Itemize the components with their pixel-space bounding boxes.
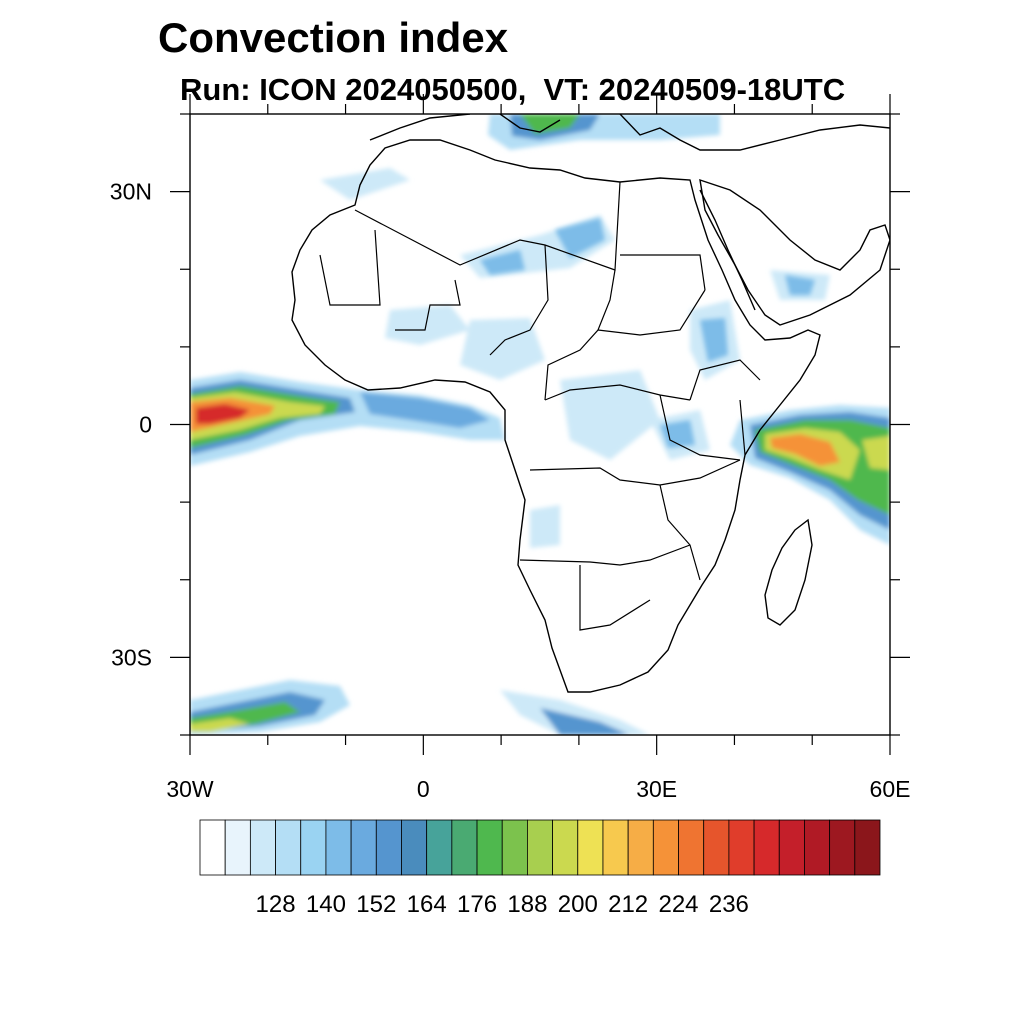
country-borders xyxy=(319,181,761,631)
colorbar-swatch xyxy=(426,819,453,876)
field-continental-core xyxy=(480,218,815,448)
colorbar-label: 176 xyxy=(457,891,497,918)
colorbar-swatch xyxy=(602,819,629,876)
africa-coastline xyxy=(291,139,821,693)
colorbar-label: 128 xyxy=(256,891,296,918)
colorbar-swatch xyxy=(552,819,579,876)
colorbar-swatch xyxy=(627,819,654,876)
lon-tick-label: 60E xyxy=(870,776,911,802)
field-west-atlantic xyxy=(190,372,505,466)
lon-tick-label: 30E xyxy=(636,776,677,802)
colorbar-swatch xyxy=(652,819,679,876)
colorbar-label: 212 xyxy=(608,891,648,918)
lon-tick-label: 0 xyxy=(417,776,430,802)
colorbar-swatch xyxy=(703,819,730,876)
colorbar-swatch xyxy=(300,819,327,876)
colorbar-swatch xyxy=(501,819,528,876)
coastlines xyxy=(291,114,890,693)
colorbar-swatch xyxy=(249,819,276,876)
colorbar: 128 140 152 164 176 188 200 212 224 236 xyxy=(199,819,881,918)
colorbar-label: 164 xyxy=(407,891,447,918)
colorbar-swatch xyxy=(728,819,755,876)
europe-coastline xyxy=(369,114,890,151)
field-indian-ocean xyxy=(730,405,890,545)
lat-tick-label: 0 xyxy=(139,412,152,438)
colorbar-swatch xyxy=(401,819,428,876)
lat-tick-label: 30S xyxy=(111,644,152,670)
colorbar-label: 152 xyxy=(356,891,396,918)
map-title: Convection index xyxy=(158,14,509,61)
lat-tick-label: 30N xyxy=(110,179,152,205)
colorbar-label: 224 xyxy=(658,891,698,918)
field-mediterranean xyxy=(488,114,720,150)
colorbar-swatch xyxy=(829,819,856,876)
colorbar-label: 200 xyxy=(558,891,598,918)
colorbar-swatch xyxy=(753,819,780,876)
colorbar-swatch xyxy=(577,819,604,876)
field-southern xyxy=(190,680,650,735)
colorbar-swatch xyxy=(678,819,705,876)
colorbar-swatch xyxy=(854,819,881,876)
madagascar-coastline xyxy=(764,518,813,626)
colorbar-swatch xyxy=(350,819,377,876)
colorbar-swatch xyxy=(476,819,503,876)
convection-fields xyxy=(190,114,890,735)
colorbar-swatch xyxy=(224,819,251,876)
colorbar-swatch xyxy=(199,819,226,876)
colorbar-swatch xyxy=(375,819,402,876)
colorbar-swatch xyxy=(527,819,553,876)
lon-tick-label: 30W xyxy=(166,776,214,802)
map-axes: 30N 0 30S 30W 0 30E 60E xyxy=(110,94,911,802)
colorbar-swatch xyxy=(275,819,302,876)
map-subtitle: Run: ICON 2024050500, VT: 20240509-18UTC xyxy=(180,72,846,107)
colorbar-swatch xyxy=(325,819,352,876)
colorbar-swatch xyxy=(804,819,831,876)
red-sea-coastline xyxy=(699,189,756,311)
colorbar-label: 236 xyxy=(709,891,749,918)
colorbar-swatch xyxy=(778,819,805,876)
colorbar-label: 188 xyxy=(507,891,547,918)
colorbar-label: 140 xyxy=(306,891,346,918)
colorbar-swatch xyxy=(451,819,478,876)
